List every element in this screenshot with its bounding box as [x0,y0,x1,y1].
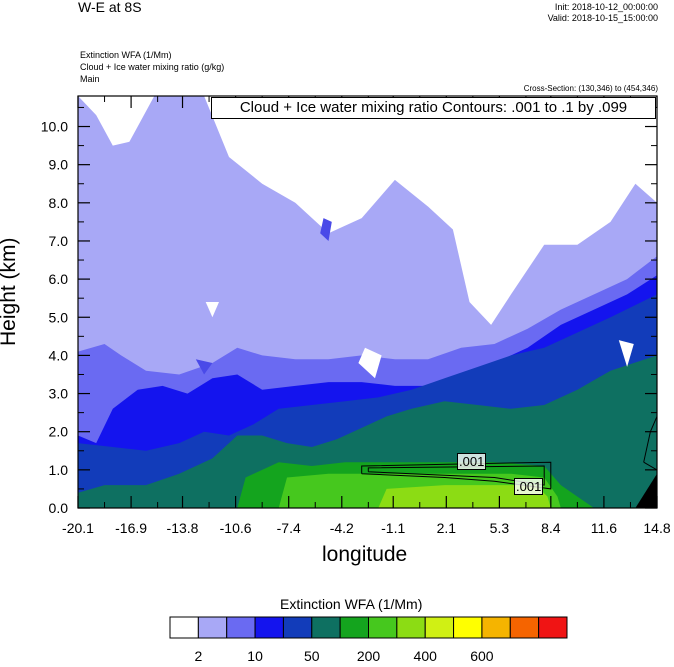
colorbar-swatch [509,616,540,639]
extinction-patch [320,218,332,241]
y-axis-title: Height (km) [0,237,20,346]
colorbar-swatch [538,616,568,639]
y-tick-label: 8.0 [49,195,69,211]
colorbar-swatch [254,616,284,639]
y-tick-label: 1.0 [49,462,69,478]
x-tick-label: -4.2 [330,520,354,536]
y-tick-label: 10.0 [41,119,68,135]
x-tick-label: -1.1 [381,520,405,536]
plot-frame [77,95,658,509]
x-tick-label: -13.8 [167,520,199,536]
contour-value-label: .001 [457,453,487,470]
colorbar-label: 2 [194,648,202,664]
plot-title: W-E at 8S [78,0,142,15]
x-tick-label: -10.6 [220,520,252,536]
contour-fill-level-7 [78,485,657,508]
colorbar-swatch [282,616,313,639]
init-time: Init: 2018-10-12_00:00:00 [554,2,658,12]
colorbar-swatch [481,616,511,639]
x-tick-label: 8.4 [541,520,561,536]
x-axis-title: longitude [322,543,408,566]
colorbar-swatch [424,616,455,639]
colorbar-swatch [453,616,483,639]
cross-section-label: Cross-Section: (130,346) to (454,346) [523,84,658,93]
contour-value-label: .001 [514,478,544,495]
terrain [635,473,657,508]
colorbar-label: 10 [247,648,263,664]
contour-line [361,461,552,490]
y-tick-label: 6.0 [49,271,69,287]
colorbar-label: 50 [304,648,320,664]
y-tick-label: 0.0 [49,500,69,516]
y-tick-label: 2.0 [49,424,69,440]
extinction-patch [195,359,213,375]
colorbar-swatch [169,616,199,639]
valid-time: Valid: 2018-10-15_15:00:00 [547,13,658,23]
colorbar-swatch [396,616,426,639]
colorbar-swatch [339,616,369,639]
clear-air-patch [205,302,219,318]
y-tick-label: 3.0 [49,386,69,402]
colorbar-label: 200 [357,648,381,664]
y-tick-label: 7.0 [49,233,69,249]
filled-contours [78,96,657,508]
y-axis: 0.0 1.0 2.0 3.0 4.0 5.0 6.0 7.0 8.0 9.0 10.0 [41,106,657,516]
colorbar-swatch [368,616,398,639]
colorbar-swatch [197,616,228,639]
field-line-cloud-ice: Cloud + Ice water mixing ratio (g/kg) [80,62,225,72]
contour-info-box: Cloud + Ice water mixing ratio Contours:… [211,97,656,119]
colorbar-title: Extinction WFA (1/Mm) [280,596,423,612]
x-tick-label: 2.1 [437,520,457,536]
x-tick-label: 5.3 [490,520,510,536]
colorbar: 2 10 50 200 400 600 [169,616,568,664]
x-tick-label: -7.4 [277,520,301,536]
colorbar-swatch [226,616,256,639]
x-axis: -20.1 -16.9 -13.8 -10.6 -7.4 -4.2 -1.1 2.1 5.3 8.… [62,96,671,536]
x-tick-label: 14.8 [643,520,670,536]
clear-air-patch [618,340,634,367]
colorbar-label: 400 [414,648,438,664]
y-tick-label: 4.0 [49,347,69,363]
x-tick-label: -16.9 [115,520,147,536]
contour-info-text: Cloud + Ice water mixing ratio Contours:… [239,99,628,116]
field-line-main: Main [80,74,100,84]
x-tick-label: -20.1 [62,520,94,536]
field-line-extinction: Extinction WFA (1/Mm) [80,50,172,60]
x-tick-label: 11.6 [591,520,617,536]
colorbar-label: 600 [470,648,494,664]
contour-line [643,416,657,471]
clear-air-patch [358,347,382,379]
y-tick-label: 5.0 [49,309,69,325]
colorbar-swatch [311,616,341,639]
contour-lines [361,416,657,490]
y-tick-label: 9.0 [49,157,69,173]
contour-line [367,465,545,486]
